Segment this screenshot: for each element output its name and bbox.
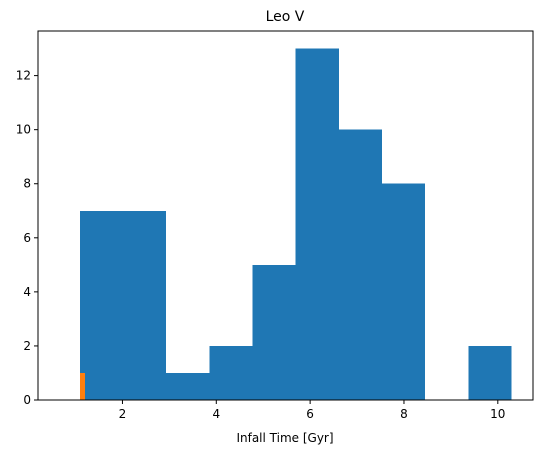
y-tick-label: 0	[23, 393, 31, 407]
y-tick-label: 2	[23, 339, 31, 353]
x-axis-label: Infall Time [Gyr]	[236, 431, 333, 445]
x-tick-label: 8	[400, 407, 408, 421]
x-axis-ticks: 2 4 6 8 10	[119, 400, 505, 421]
histogram-bar-s0-5	[295, 48, 339, 400]
histogram-bar-s0-1	[122, 210, 167, 400]
histogram-bar-s0-7	[381, 183, 426, 400]
x-tick-label: 2	[119, 407, 127, 421]
y-tick-label: 6	[23, 231, 31, 245]
plot-frame	[37, 30, 534, 401]
histogram-bar-s0-6	[338, 129, 382, 400]
y-axis-ticks: 0 2 4 6 8 10 12	[16, 69, 38, 407]
bars-group	[79, 48, 512, 400]
histogram-bar-s0-2	[166, 372, 210, 400]
y-tick-label: 4	[23, 285, 31, 299]
y-tick-label: 12	[16, 69, 31, 83]
histogram-bar-s0-0	[79, 210, 123, 400]
x-tick-label: 10	[490, 407, 505, 421]
chart-title: Leo V	[266, 9, 305, 25]
histogram-bar-s0-3	[209, 345, 253, 400]
y-tick-label: 10	[16, 123, 31, 137]
histogram-bar-s0-4	[252, 264, 296, 400]
histogram-bar-s0-9	[468, 345, 512, 400]
x-tick-label: 6	[306, 407, 314, 421]
x-tick-label: 4	[212, 407, 220, 421]
y-tick-label: 8	[23, 177, 31, 191]
histogram-bar-s1-0	[79, 372, 85, 400]
